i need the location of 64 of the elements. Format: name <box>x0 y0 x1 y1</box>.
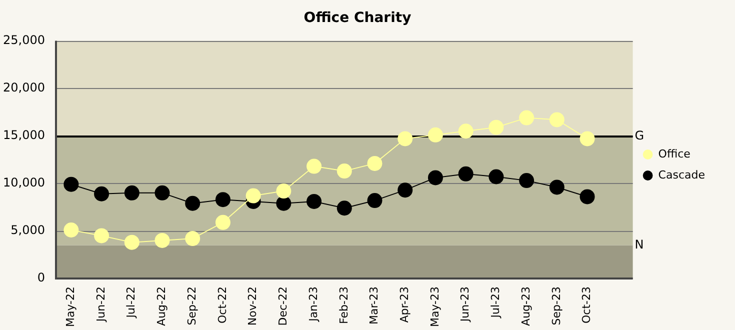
point <box>246 188 261 204</box>
x-tick-label: Oct-22 <box>216 286 229 324</box>
point <box>306 158 322 174</box>
point <box>64 222 79 238</box>
point <box>215 214 230 230</box>
y-tick-label: 5,000 <box>10 223 45 238</box>
point <box>306 194 322 209</box>
x-tick-label: Nov-22 <box>246 286 260 326</box>
point <box>124 234 140 250</box>
x-tick-label: Jun-23 <box>458 286 472 323</box>
y-tick-label: 20,000 <box>2 80 45 94</box>
point <box>428 170 443 186</box>
point <box>519 110 534 126</box>
point <box>215 192 230 208</box>
point <box>488 169 504 184</box>
point <box>185 231 200 246</box>
point <box>336 164 352 179</box>
point <box>428 127 443 142</box>
point <box>458 166 474 182</box>
point <box>580 189 595 204</box>
point <box>276 184 292 199</box>
x-tick-label: Sep-23 <box>550 286 563 326</box>
legend-label: Cascade <box>658 168 706 182</box>
x-tick-label: Jul-23 <box>489 286 502 319</box>
chart-title: Office Charity <box>304 10 412 26</box>
x-tick-label: May-23 <box>428 286 442 327</box>
point <box>549 180 564 195</box>
point <box>488 120 504 135</box>
x-tick-label: May-22 <box>64 286 78 327</box>
point <box>580 131 595 146</box>
x-tick-label: Jul-22 <box>124 286 138 319</box>
y-tick-label: 10,000 <box>2 176 45 190</box>
point <box>458 124 474 139</box>
y-tick-label: 25,000 <box>2 32 45 47</box>
point <box>367 156 382 171</box>
point <box>367 193 382 208</box>
y-tick-label: 15,000 <box>2 128 45 142</box>
x-tick-label: Sep-22 <box>185 286 198 326</box>
x-tick-label: Feb-23 <box>337 286 350 324</box>
point <box>94 186 110 202</box>
band-label: N <box>634 237 644 252</box>
point <box>124 185 140 200</box>
point <box>336 200 352 216</box>
x-tick-label: Aug-22 <box>155 286 168 326</box>
x-tick-label: Jan-23 <box>306 286 320 322</box>
x-tick-label: Oct-23 <box>580 286 594 324</box>
x-tick-label: Dec-22 <box>276 286 290 326</box>
y-tick-label: 0 <box>37 270 45 285</box>
point <box>64 176 79 192</box>
point <box>154 232 170 248</box>
x-tick-label: Aug-23 <box>519 286 532 326</box>
point <box>94 228 110 244</box>
x-tick-label: Jun-22 <box>94 286 108 323</box>
point <box>154 185 170 200</box>
point <box>185 196 200 211</box>
point <box>398 131 413 146</box>
point <box>398 182 413 198</box>
point <box>519 173 534 188</box>
x-tick-label: Mar-23 <box>368 286 381 325</box>
point <box>276 196 292 211</box>
point <box>549 112 564 128</box>
x-tick-label: Apr-23 <box>398 286 411 323</box>
legend-label: Office <box>658 147 691 160</box>
ref-line-label: G <box>634 128 644 143</box>
